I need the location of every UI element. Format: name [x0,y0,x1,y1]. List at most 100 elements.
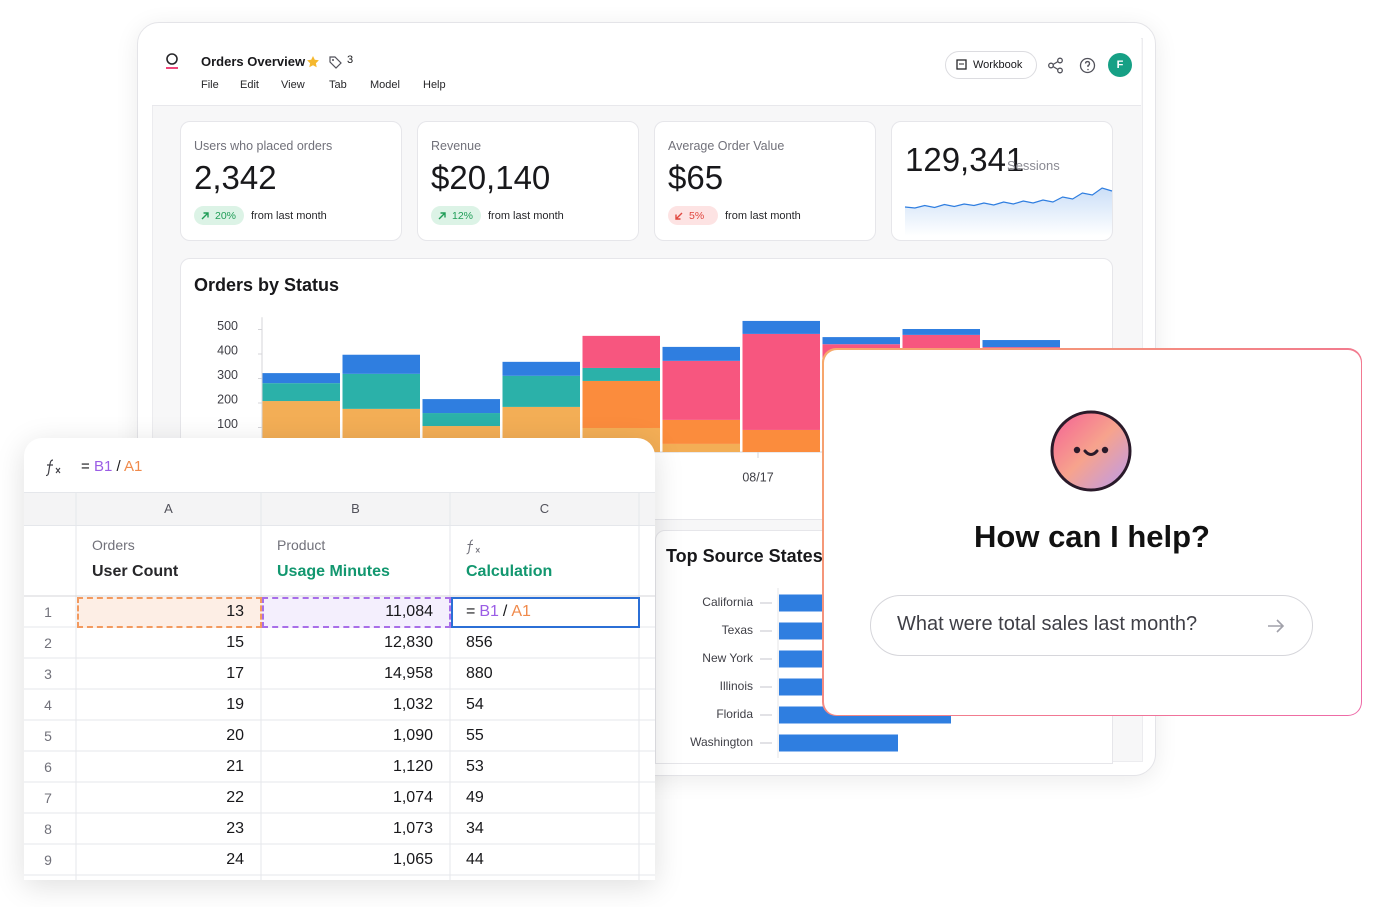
menu-item[interactable]: Help [423,79,446,91]
column-name: User Count [92,563,179,580]
y-tick-label: Florida [716,707,753,721]
kpi-note: from last month [725,210,801,222]
cell[interactable]: 54 [466,696,484,713]
cell[interactable]: 11,084 [385,603,433,620]
formula-part: A1 [511,603,531,620]
y-tick-label: New York [702,651,754,665]
cell[interactable]: 34 [466,820,484,837]
x-tick-label: 08/17 [742,470,773,484]
cell[interactable]: 17 [226,665,244,682]
cell[interactable]: 1,120 [392,758,433,775]
bar-segment [742,429,820,452]
row-number: 8 [44,821,52,837]
menu-item[interactable]: File [201,79,219,91]
assistant-title: How can I help? [974,519,1210,554]
y-tick-label: California [702,595,753,609]
kpi-change: 12% [431,206,481,225]
cell[interactable]: 14,958 [384,665,433,682]
formula-part: = [466,603,476,620]
cell[interactable]: 21 [226,758,244,775]
share-icon[interactable] [1047,57,1064,74]
bar-segment [502,361,580,376]
bar-segment [502,375,580,407]
cell-selected[interactable] [451,597,640,628]
cell[interactable]: 20 [226,727,244,744]
row-number: 1 [44,604,52,620]
logo [166,53,178,69]
kpi-note: from last month [251,210,327,222]
bar-segment [742,333,820,430]
tag-icon[interactable] [328,55,342,69]
bar-segment [662,443,740,452]
column-name: Usage Minutes [277,563,390,580]
bar-segment [342,373,420,409]
star-icon[interactable] [306,55,320,69]
cell[interactable]: 53 [466,758,484,775]
kpi-label: Users who placed orders [194,139,333,153]
workbook-button[interactable] [945,51,1037,79]
avatar[interactable]: F [1108,53,1132,77]
cell[interactable]: 856 [466,634,493,651]
workbook-icon [956,59,967,70]
bar-segment [342,354,420,374]
workbook-label[interactable]: Workbook [973,59,1023,71]
cell[interactable]: 15 [226,634,244,651]
column-letter[interactable]: A [164,501,173,516]
sessions-value: 129,341 [905,141,1025,178]
bar-segment [902,329,980,335]
cell[interactable]: 1,074 [392,789,433,806]
assistant-input[interactable] [870,595,1313,656]
formula-ref: A1 [123,458,143,475]
cell[interactable]: 1,090 [392,727,433,744]
cell[interactable]: 44 [466,851,484,868]
send-icon[interactable] [1266,617,1286,635]
cell[interactable]: 1,065 [392,851,433,868]
kpi-change-value: 12% [452,210,474,222]
y-tick-label: Washington [690,735,753,749]
cell[interactable]: 55 [466,727,484,744]
cell[interactable]: 19 [226,696,244,713]
bar-segment [662,419,740,444]
row-number: 5 [44,728,52,744]
cell[interactable]: 880 [466,665,493,682]
bar-segment [662,360,740,420]
cell[interactable]: 24 [226,851,244,868]
formula-bar[interactable]: = B1 / A1 [81,458,142,475]
menu-item[interactable]: View [281,79,305,91]
kpi-change-value: 5% [689,210,705,222]
cell[interactable]: 23 [226,820,244,837]
column-header-row [24,492,655,526]
cell[interactable]: 13 [226,603,244,620]
tag-count: 3 [347,54,354,66]
bar-segment [582,335,660,368]
assistant-popup: How can I help? What were total sales la… [822,348,1362,716]
input-placeholder[interactable]: What were total sales last month? [897,613,1198,635]
cell[interactable]: 1,032 [392,696,433,713]
formula-operator: / [116,458,121,475]
menu-item[interactable]: Model [370,79,400,91]
y-tick-label: Texas [722,623,753,637]
chart-title: Top Source States [666,546,823,566]
trend-icon [675,212,683,220]
y-tick-label: 500 [217,319,238,333]
column-name: Calculation [466,563,553,580]
menu-item[interactable]: Edit [240,79,259,91]
row-number: 7 [44,790,52,806]
fx-icon [45,459,61,477]
cell-highlight [77,597,262,628]
cell[interactable]: 22 [226,789,244,806]
kpi-change: 20% [194,206,244,225]
kpi-value: $65 [668,159,724,196]
cell[interactable]: 1,073 [392,820,433,837]
menu-item[interactable]: Tab [329,79,347,91]
column-letter[interactable]: C [539,501,550,516]
column-letter[interactable]: B [351,501,360,516]
row-number: 3 [44,666,52,682]
cell[interactable]: 49 [466,789,484,806]
trend-icon [438,212,446,220]
help-icon[interactable] [1079,57,1096,74]
kpi-note: from last month [488,210,564,222]
cell[interactable]: 12,830 [384,634,433,651]
cell-formula[interactable]: = B1/A1 [466,603,535,621]
